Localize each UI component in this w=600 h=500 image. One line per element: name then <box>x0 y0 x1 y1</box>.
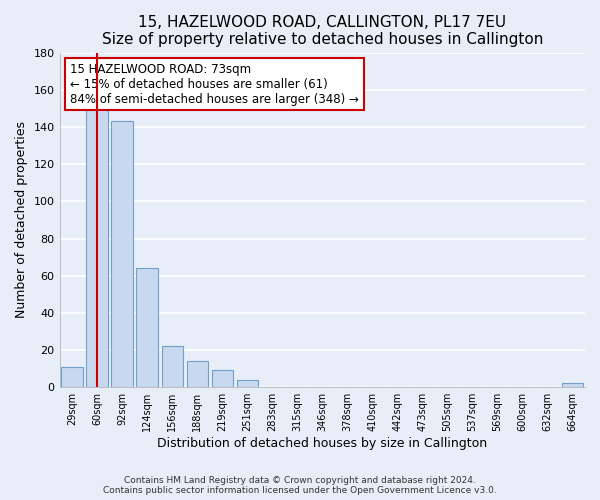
Title: 15, HAZELWOOD ROAD, CALLINGTON, PL17 7EU
Size of property relative to detached h: 15, HAZELWOOD ROAD, CALLINGTON, PL17 7EU… <box>101 15 543 48</box>
Text: 15 HAZELWOOD ROAD: 73sqm
← 15% of detached houses are smaller (61)
84% of semi-d: 15 HAZELWOOD ROAD: 73sqm ← 15% of detach… <box>70 63 359 106</box>
Bar <box>61 367 83 387</box>
Bar <box>236 380 258 387</box>
Bar <box>86 108 108 387</box>
Bar <box>161 346 183 387</box>
Bar <box>187 361 208 387</box>
Bar <box>212 370 233 387</box>
Text: Contains HM Land Registry data © Crown copyright and database right 2024.
Contai: Contains HM Land Registry data © Crown c… <box>103 476 497 495</box>
Bar <box>562 384 583 387</box>
Bar <box>136 268 158 387</box>
Bar <box>112 122 133 387</box>
X-axis label: Distribution of detached houses by size in Callington: Distribution of detached houses by size … <box>157 437 487 450</box>
Y-axis label: Number of detached properties: Number of detached properties <box>15 122 28 318</box>
